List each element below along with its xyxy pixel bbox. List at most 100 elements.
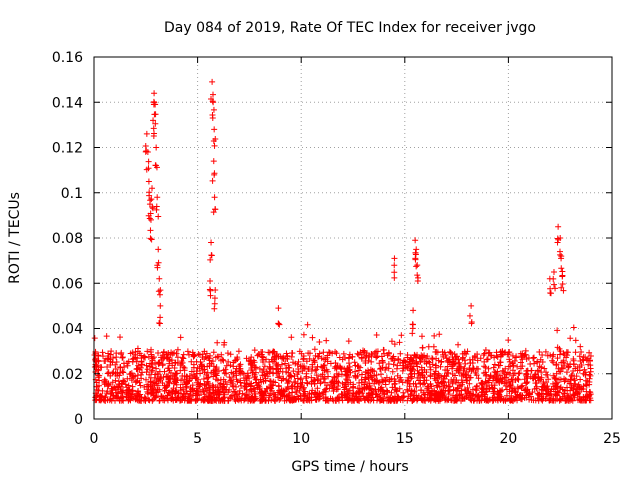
roti-point — [136, 350, 143, 357]
roti-point — [344, 377, 351, 384]
roti-point — [228, 369, 235, 376]
roti-point — [230, 383, 237, 390]
roti-point — [138, 375, 145, 382]
roti-point — [377, 394, 384, 401]
roti-point — [553, 361, 560, 368]
roti-point — [412, 251, 419, 258]
roti-point — [409, 330, 416, 337]
roti-point — [155, 349, 162, 356]
roti-point — [375, 386, 382, 393]
roti-point — [151, 90, 158, 97]
roti-point — [104, 356, 111, 363]
roti-point — [257, 397, 264, 404]
roti-point — [266, 369, 273, 376]
roti-point — [242, 383, 249, 390]
roti-point — [366, 380, 373, 387]
roti-point — [288, 373, 295, 380]
roti-point — [303, 373, 310, 380]
roti-point — [587, 365, 594, 372]
roti-point — [169, 362, 176, 369]
roti-point — [234, 378, 241, 385]
roti-point — [420, 381, 427, 388]
roti-point — [414, 262, 421, 269]
roti-point — [557, 397, 564, 404]
roti-point — [550, 281, 557, 288]
roti-point — [245, 358, 252, 365]
roti-point — [98, 364, 105, 371]
roti-point — [432, 391, 439, 398]
roti-point — [333, 378, 340, 385]
roti-point — [356, 389, 363, 396]
roti-point — [366, 382, 373, 389]
roti-point — [506, 358, 513, 365]
roti-point — [183, 388, 190, 395]
roti-point — [210, 349, 217, 356]
roti-point — [576, 363, 583, 370]
roti-point — [113, 354, 120, 361]
roti-point — [143, 130, 150, 137]
roti-point — [279, 375, 286, 382]
roti-point — [195, 376, 202, 383]
roti-point — [408, 387, 415, 394]
roti-point — [455, 341, 462, 348]
roti-point — [382, 367, 389, 374]
roti-point — [285, 369, 292, 376]
roti-point — [180, 355, 187, 362]
roti-point — [437, 363, 444, 370]
grid-lines — [94, 57, 612, 419]
roti-point — [455, 360, 462, 367]
roti-point — [300, 331, 307, 338]
roti-point — [157, 314, 164, 321]
roti-point — [506, 388, 513, 395]
roti-point — [418, 364, 425, 371]
roti-point — [425, 343, 432, 350]
roti-point — [116, 380, 123, 387]
roti-point — [427, 366, 434, 373]
roti-point — [405, 361, 412, 368]
roti-point — [297, 383, 304, 390]
roti-point — [173, 379, 180, 386]
roti-point — [145, 178, 152, 185]
roti-point — [430, 343, 437, 350]
roti-point — [269, 349, 276, 356]
roti-point — [129, 383, 136, 390]
roti-point — [147, 374, 154, 381]
roti-point — [517, 359, 524, 366]
roti-point — [223, 362, 230, 369]
roti-point — [452, 394, 459, 401]
roti-point — [130, 395, 137, 402]
roti-point — [166, 379, 173, 386]
roti-point — [582, 397, 589, 404]
roti-point — [388, 338, 395, 345]
roti-point — [294, 380, 301, 387]
roti-point — [199, 351, 206, 358]
roti-point — [93, 392, 100, 399]
roti-point — [149, 364, 156, 371]
roti-point — [317, 373, 324, 380]
roti-point — [320, 349, 327, 356]
roti-point — [173, 350, 180, 357]
roti-point — [465, 388, 472, 395]
roti-point — [279, 368, 286, 375]
roti-point — [200, 375, 207, 382]
roti-point — [373, 354, 380, 361]
roti-point — [392, 386, 399, 393]
roti-point — [144, 149, 151, 156]
roti-point — [431, 332, 438, 339]
roti-point — [419, 344, 426, 351]
roti-point — [461, 365, 468, 372]
roti-point — [550, 359, 557, 366]
roti-point — [212, 206, 219, 213]
roti-point — [383, 374, 390, 381]
roti-point — [150, 385, 157, 392]
roti-point — [180, 363, 187, 370]
roti-point — [156, 386, 163, 393]
roti-point — [186, 397, 193, 404]
roti-point — [285, 396, 292, 403]
roti-point — [506, 356, 513, 363]
roti-point — [112, 370, 119, 377]
roti-point — [175, 393, 182, 400]
roti-point — [568, 373, 575, 380]
roti-point — [323, 385, 330, 392]
roti-point — [119, 354, 126, 361]
